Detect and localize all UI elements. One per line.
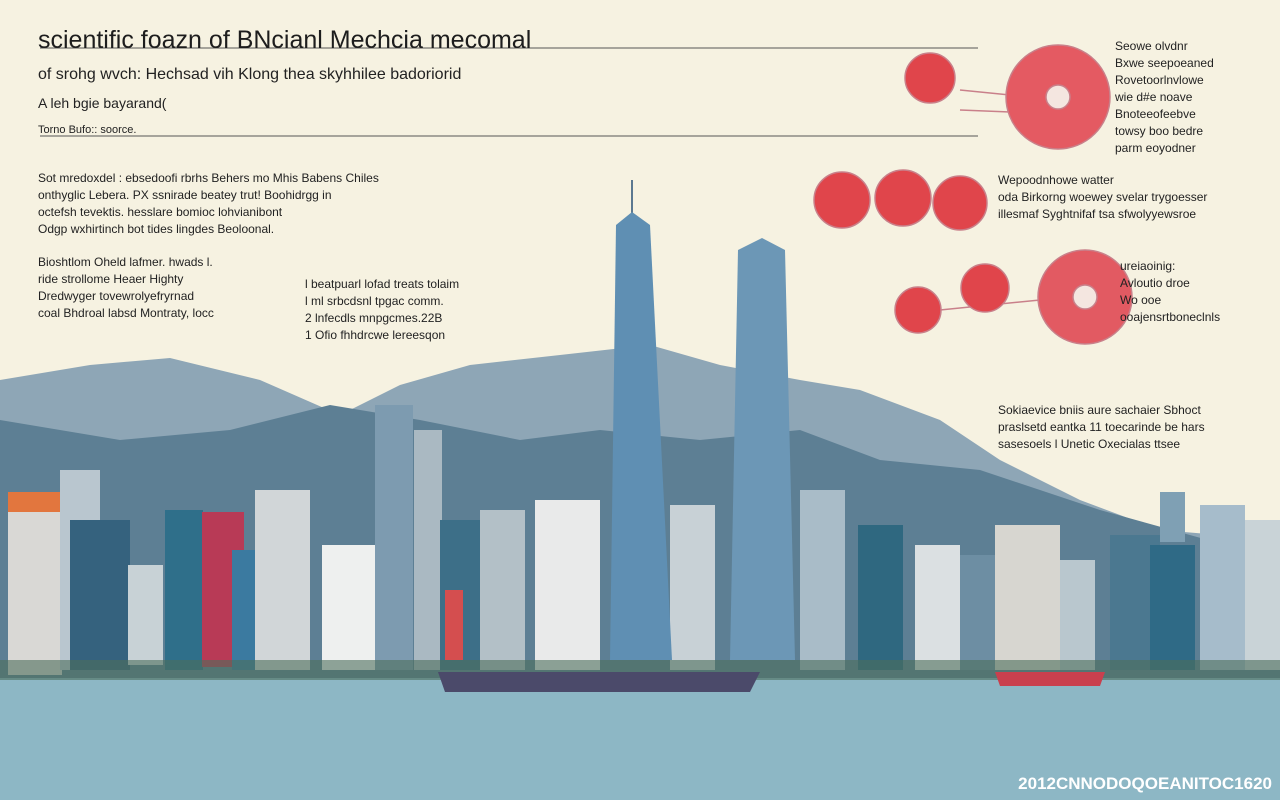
- annotation: Seowe olvdnr Bxwe seepoeaned Rovetoorlnvlo…: [1115, 38, 1214, 157]
- title: scientific foazn of BNcianl Mechcia meco…: [38, 26, 532, 54]
- towers: [610, 180, 795, 660]
- text-line: towsy boo bedre: [1115, 124, 1204, 138]
- buildings: [8, 405, 1280, 675]
- text-line: 1 Ofio fhhdrcwe lereesqon: [305, 328, 446, 342]
- text-block: Bioshtlom Oheld lafmer. hwads l. ride str…: [38, 254, 214, 322]
- text-line: l ml srbcdsnl tpgac comm.: [305, 294, 444, 308]
- text-line: sasesoels l Unetic Oxecialas ttsee: [998, 437, 1181, 451]
- text-line: onthyglic Lebera. PX ssnirade beatey tru…: [38, 188, 332, 202]
- source: Torno Bufo:: soorce.: [38, 124, 137, 136]
- text-block: l beatpuarl lofad treats tolaim l ml srbc…: [305, 276, 459, 344]
- annotation: Wepoodnhowe watter oda Birkorng woewey sv…: [998, 172, 1207, 223]
- footer: 2012CNNODOQOEANITOC1620: [1018, 774, 1272, 793]
- text-line: l beatpuarl lofad treats tolaim: [305, 277, 460, 291]
- shore: [0, 660, 1280, 680]
- annotation: Sokiaevice bniis aure sachaier Sbhoct pra…: [998, 402, 1205, 453]
- text-block: Sot mredoxdel : ebsedoofi rbrhs Behers m…: [38, 170, 379, 238]
- text-line: praslsetd eantka 11 toecarinde be hars: [998, 420, 1205, 434]
- text-line: 2 lnfecdls mnpgcmes.22B: [305, 311, 443, 325]
- annotation: ureiaoinig: Avloutio droe Wo ooe ooajensrtb…: [1120, 258, 1220, 326]
- subtitle: of srohg wvch: Hechsad vih Klong thea sk…: [38, 66, 462, 83]
- text-line: ooajensrtboneclnls: [1120, 310, 1221, 324]
- text-line: wie d#e noave: [1115, 90, 1193, 104]
- text-line: Sot mredoxdel : ebsedoofi rbrhs Behers m…: [38, 171, 379, 185]
- boat: [995, 672, 1105, 686]
- tagline: A leh bgie bayarand(: [38, 95, 167, 111]
- text-line: ureiaoinig:: [1120, 259, 1176, 273]
- text-line: ride strollome Heaer Highty: [38, 272, 184, 286]
- text-line: Seowe olvdnr: [1115, 39, 1188, 53]
- text-line: Wepoodnhowe watter: [998, 173, 1114, 187]
- text-line: Bnoteeofeebve: [1115, 107, 1196, 121]
- text-line: Avloutio droe: [1120, 276, 1190, 290]
- text-line: Sokiaevice bniis aure sachaier Sbhoct: [998, 403, 1201, 417]
- text-line: illesmaf Syghtnifaf tsa sfwolyyewsroe: [998, 207, 1197, 221]
- text-line: octefsh tevektis. hesslare bomioc lohvia…: [38, 205, 283, 219]
- text-line: Bioshtlom Oheld lafmer. hwads l.: [38, 255, 213, 269]
- text-line: oda Birkorng woewey svelar trygoesser: [998, 190, 1208, 204]
- text-line: Dredwyger tovewrolyefryrnad: [38, 289, 195, 303]
- text-line: Bxwe seepoeaned: [1115, 56, 1214, 70]
- diagram: [813, 44, 1133, 345]
- text-line: Odgp wxhirtinch bot tides lingdes Beoloo…: [38, 222, 275, 236]
- text-line: Rovetoorlnvlowe: [1115, 73, 1204, 87]
- boat: [438, 672, 760, 692]
- water: [0, 678, 1280, 800]
- text-line: parm eoyodner: [1115, 141, 1196, 155]
- text-line: Wo ooe: [1120, 293, 1162, 307]
- text-line: coal Bhdroal labsd Montraty, locc: [38, 306, 214, 320]
